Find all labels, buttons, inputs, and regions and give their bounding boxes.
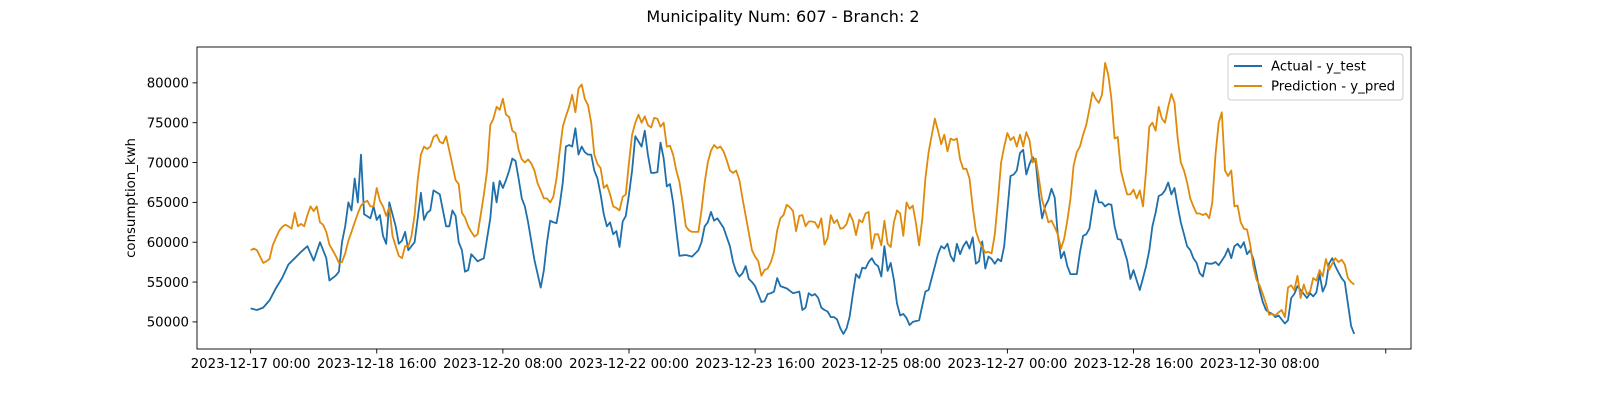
x-tick-label: 2023-12-27 00:00 <box>947 357 1067 372</box>
x-tick-label: 2023-12-30 08:00 <box>1200 357 1320 372</box>
series-layer <box>250 62 1356 335</box>
y-axis: 50000 55000 60000 65000 70000 75000 80000 <box>147 77 197 331</box>
legend: Actual - y_test Prediction - y_pred <box>1227 53 1404 101</box>
x-tick-label: 2023-12-18 16:00 <box>317 357 437 372</box>
legend-label-prediction: Prediction - y_pred <box>1271 80 1395 95</box>
y-tick-label: 65000 <box>147 196 189 211</box>
y-tick-label: 80000 <box>147 77 189 92</box>
x-tick-label: 2023-12-17 00:00 <box>191 357 311 372</box>
plot-area <box>196 46 1412 350</box>
x-axis: 2023-12-17 00:00 2023-12-18 16:00 2023-12-… <box>191 349 1387 372</box>
chart-title: Municipality Num: 607 - Branch: 2 <box>646 7 919 26</box>
y-tick-label: 55000 <box>147 276 189 291</box>
x-tick-label: 2023-12-22 00:00 <box>569 357 689 372</box>
y-tick-label: 50000 <box>147 316 189 331</box>
y-axis-label: consumption_kwh <box>124 138 139 258</box>
series-line-0 <box>250 127 1356 335</box>
y-tick-label: 60000 <box>147 236 189 251</box>
y-tick-label: 75000 <box>147 116 189 131</box>
x-tick-label: 2023-12-20 08:00 <box>443 357 563 372</box>
series-line-1 <box>250 62 1355 318</box>
legend-box <box>1227 53 1404 101</box>
x-tick-label: 2023-12-28 16:00 <box>1074 357 1194 372</box>
y-tick-label: 70000 <box>147 156 189 171</box>
legend-label-actual: Actual - y_test <box>1271 60 1366 75</box>
x-tick-label: 2023-12-25 08:00 <box>821 357 941 372</box>
x-tick-label: 2023-12-23 16:00 <box>695 357 815 372</box>
